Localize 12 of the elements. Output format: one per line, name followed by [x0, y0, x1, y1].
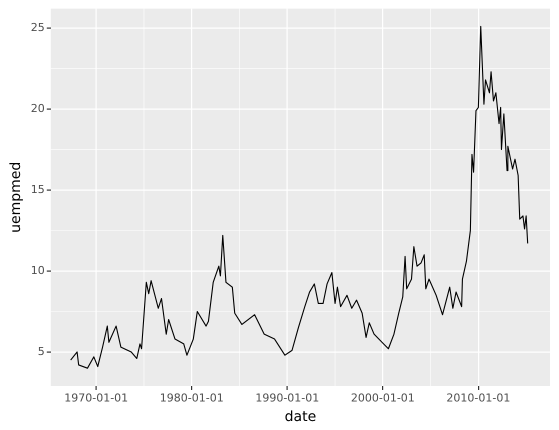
x-tick-label: 2000-01-01 [350, 391, 415, 404]
x-tick-label: 1990-01-01 [255, 391, 320, 404]
x-tick-label: 1980-01-01 [160, 391, 224, 404]
y-tick-label: 5 [38, 344, 45, 358]
y-tick-label: 25 [30, 20, 45, 34]
x-axis-title: date [284, 409, 316, 426]
y-tick-label: 20 [30, 102, 45, 115]
x-tick-label: 2010-01-01 [446, 391, 510, 404]
y-tick-label: 10 [30, 264, 45, 277]
y-axis-title: uempmed [8, 162, 24, 233]
y-tick-label: 15 [30, 182, 45, 196]
x-tick-label: 1970-01-01 [64, 391, 128, 404]
